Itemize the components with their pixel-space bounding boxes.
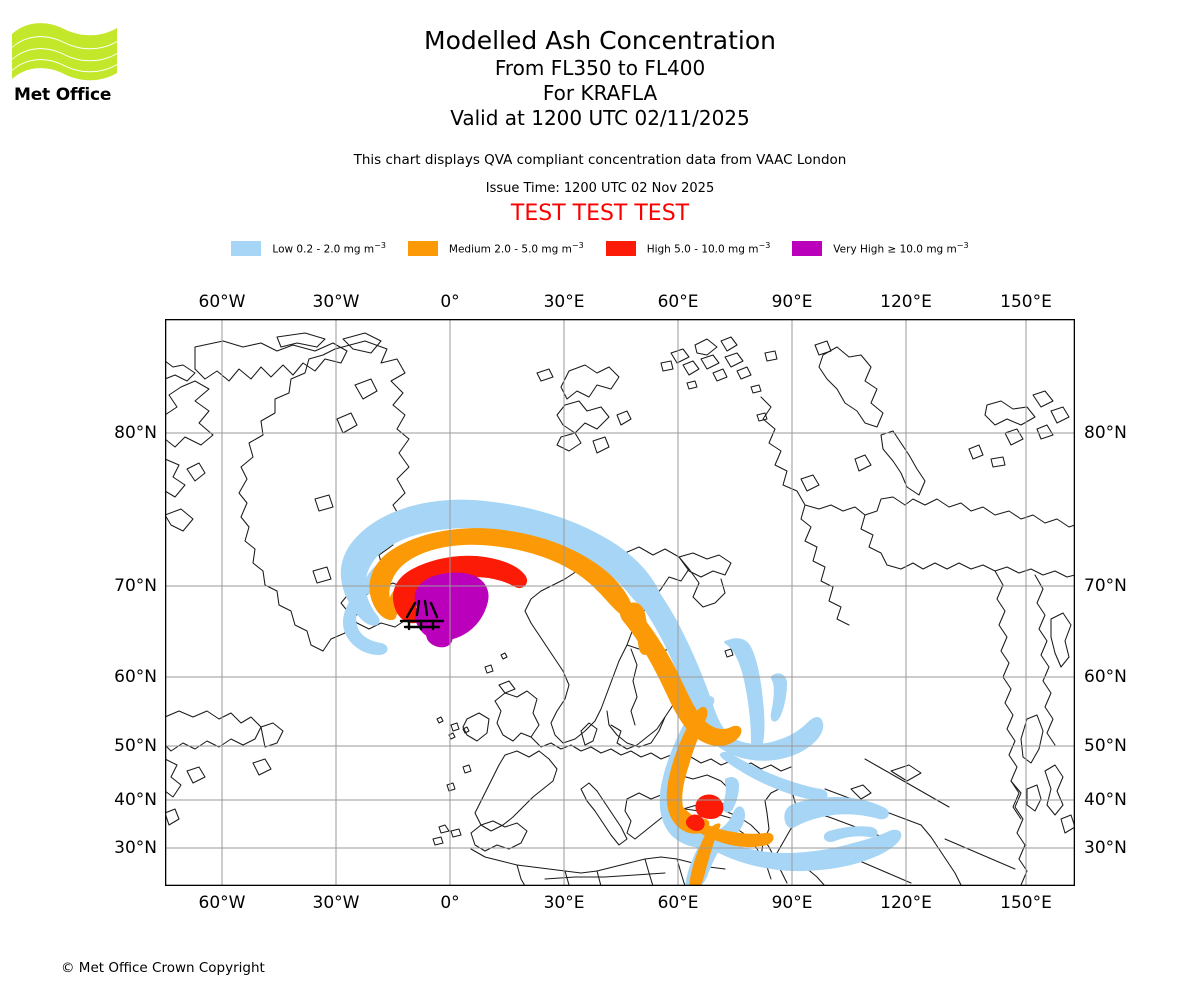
lon-tick-top-3: 30°E bbox=[543, 292, 585, 312]
lon-tick-bottom-0: 60°W bbox=[198, 893, 246, 913]
lon-tick-bottom-3: 30°E bbox=[543, 893, 585, 913]
lon-tick-top-6: 120°E bbox=[880, 292, 932, 312]
qva-note: This chart displays QVA compliant concen… bbox=[353, 152, 847, 168]
legend-very-high-swatch bbox=[792, 241, 823, 256]
page-title: Modelled Ash Concentration bbox=[424, 26, 776, 55]
met-office-logo-text: Met Office bbox=[14, 85, 112, 105]
lat-tick-left-4: 40°N bbox=[114, 790, 157, 810]
lon-tick-bottom-5: 90°E bbox=[771, 893, 813, 913]
legend-medium-label: Medium 2.0 - 5.0 mg m−3 bbox=[448, 241, 584, 256]
lon-tick-top-4: 60°E bbox=[657, 292, 699, 312]
legend-medium-swatch bbox=[407, 241, 438, 256]
lat-tick-left-5: 30°N bbox=[114, 838, 157, 858]
lon-tick-bottom-7: 150°E bbox=[1000, 893, 1052, 913]
lon-tick-bottom-2: 0° bbox=[440, 893, 460, 913]
legend-very-high-label: Very High ≥ 10.0 mg m−3 bbox=[833, 241, 969, 256]
map-graticule bbox=[165, 319, 1075, 886]
test-banner: TEST TEST TEST bbox=[510, 201, 690, 226]
met-office-wave-icon bbox=[12, 23, 117, 81]
legend-low-exponent: −3 bbox=[374, 241, 386, 251]
lat-tick-right-1: 70°N bbox=[1084, 576, 1127, 596]
volcano-source-marker bbox=[399, 599, 445, 631]
legend-low-label: Low 0.2 - 2.0 mg m−3 bbox=[272, 241, 386, 256]
lat-tick-right-2: 60°N bbox=[1084, 667, 1127, 687]
legend-low-swatch bbox=[231, 241, 262, 256]
issue-time: Issue Time: 1200 UTC 02 Nov 2025 bbox=[485, 181, 715, 196]
flight-levels-line: From FL350 to FL400 bbox=[494, 56, 706, 80]
lat-tick-left-2: 60°N bbox=[114, 667, 157, 687]
legend-medium-exponent: −3 bbox=[571, 241, 584, 251]
legend-high-label: High 5.0 - 10.0 mg m−3 bbox=[646, 241, 771, 256]
lon-tick-top-1: 30°W bbox=[312, 292, 360, 312]
lat-tick-left-1: 70°N bbox=[114, 576, 157, 596]
copyright-notice: © Met Office Crown Copyright bbox=[61, 960, 265, 976]
lon-tick-top-5: 90°E bbox=[771, 292, 813, 312]
lat-tick-right-3: 50°N bbox=[1084, 736, 1127, 756]
lon-tick-top-2: 0° bbox=[440, 292, 460, 312]
legend-very-high-exponent: −3 bbox=[956, 241, 969, 251]
volcano-line: For KRAFLA bbox=[542, 81, 658, 105]
ash-concentration-map bbox=[165, 319, 1075, 886]
valid-time-line: Valid at 1200 UTC 02/11/2025 bbox=[450, 106, 750, 130]
legend-very-high: Very High ≥ 10.0 mg m−3 bbox=[792, 241, 969, 256]
lon-tick-bottom-4: 60°E bbox=[657, 893, 699, 913]
map-frame bbox=[165, 319, 1075, 886]
lon-tick-top-7: 150°E bbox=[1000, 292, 1052, 312]
lat-tick-right-4: 40°N bbox=[1084, 790, 1127, 810]
concentration-legend: Low 0.2 - 2.0 mg m−3 Medium 2.0 - 5.0 mg … bbox=[0, 241, 1200, 256]
legend-high-swatch bbox=[605, 241, 636, 256]
legend-high: High 5.0 - 10.0 mg m−3 bbox=[605, 241, 771, 256]
lat-tick-right-0: 80°N bbox=[1084, 423, 1127, 443]
lon-tick-bottom-1: 30°W bbox=[312, 893, 360, 913]
legend-high-exponent: −3 bbox=[758, 241, 771, 251]
lon-tick-bottom-6: 120°E bbox=[880, 893, 932, 913]
lon-tick-top-0: 60°W bbox=[198, 292, 246, 312]
coastlines-layer bbox=[165, 332, 1075, 886]
legend-medium: Medium 2.0 - 5.0 mg m−3 bbox=[407, 241, 584, 256]
legend-low: Low 0.2 - 2.0 mg m−3 bbox=[231, 241, 386, 256]
chart-header: Modelled Ash Concentration From FL350 to… bbox=[0, 0, 1200, 227]
lat-tick-left-3: 50°N bbox=[114, 736, 157, 756]
met-office-logo: Met Office bbox=[12, 22, 142, 105]
lat-tick-right-5: 30°N bbox=[1084, 838, 1127, 858]
lat-tick-left-0: 80°N bbox=[114, 423, 157, 443]
